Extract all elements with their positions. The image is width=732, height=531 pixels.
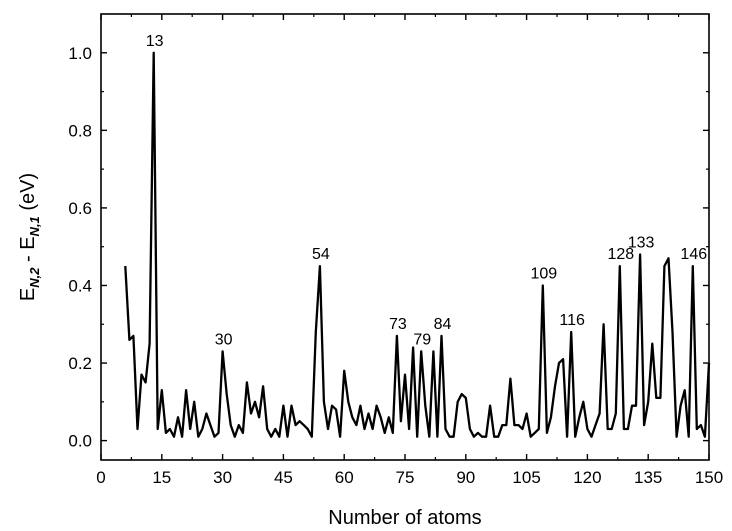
y-axis-title: EN,2 - EN,1 (eV) [17,173,42,301]
x-tick-label: 135 [634,468,662,487]
x-tick-label: 60 [335,468,354,487]
peak-label: 128 [607,246,634,263]
y-axis-title-minus: - E [17,236,39,267]
x-tick-label: 105 [512,468,540,487]
peak-label: 13 [146,33,164,50]
y-axis-title-unit: (eV) [17,173,39,216]
y-tick-label: 0.0 [68,432,92,451]
x-tick-label: 90 [456,468,475,487]
peak-label: 54 [312,246,330,263]
peak-label: 30 [215,331,233,348]
y-tick-label: 0.8 [68,121,92,140]
peak-label: 109 [530,265,557,282]
peak-label: 146 [680,246,707,263]
series-line [124,51,711,438]
x-tick-label: 15 [152,468,171,487]
x-tick-label: 75 [396,468,415,487]
series-layer [124,51,711,438]
y-axis-title-main: E [17,288,39,301]
x-tick-label: 45 [274,468,293,487]
x-tick-label: 0 [96,468,105,487]
axis-tick-labels: 0 15 30 45 60 75 90 105 120 135 150 0.0 0.2 0.4 0.6 0.8… [68,44,723,487]
y-axis-title-sub2: N,1 [27,216,42,236]
x-tick-label: 30 [213,468,232,487]
x-tick-label: 150 [695,468,723,487]
y-tick-label: 0.6 [68,199,92,218]
y-tick-label: 0.2 [68,354,92,373]
y-tick-label: 0.4 [68,276,92,295]
y-axis-title-sub1: N,2 [27,267,42,288]
x-tick-label: 120 [573,468,601,487]
peak-label: 73 [389,316,407,333]
axis-ticks [100,14,710,460]
peak-label: 79 [413,331,431,348]
peak-label: 133 [628,234,655,251]
x-axis-title: Number of atoms [328,507,481,529]
y-tick-label: 1.0 [68,44,92,63]
peak-label: 84 [434,316,452,333]
plot-frame [100,13,710,461]
peak-label: 116 [559,312,585,329]
